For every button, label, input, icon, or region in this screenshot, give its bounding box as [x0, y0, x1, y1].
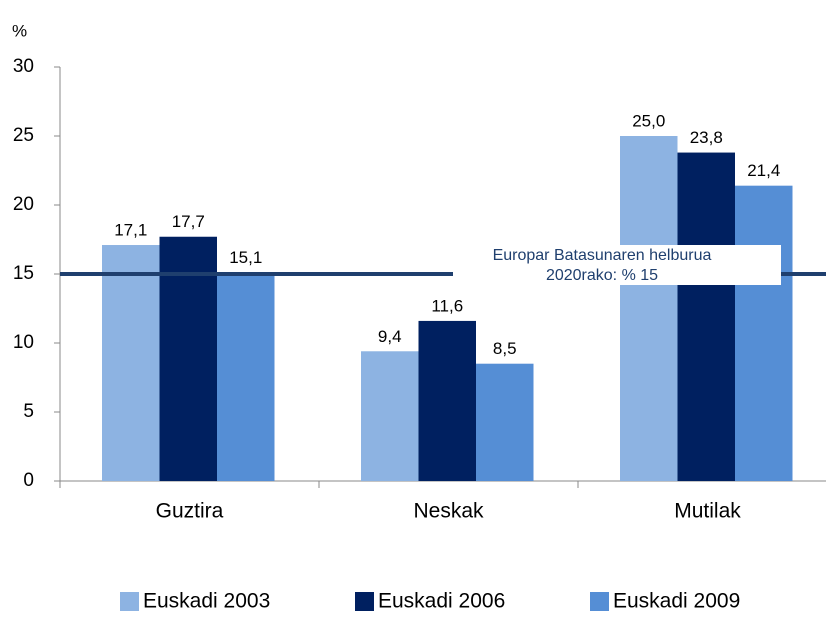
y-tick-label: 25: [13, 125, 34, 146]
x-tick-label: Guztira: [156, 500, 224, 523]
bar: [361, 351, 419, 481]
y-axis-label: %: [12, 21, 27, 40]
legend-label: Euskadi 2003: [143, 590, 270, 613]
value-label: 17,1: [114, 221, 147, 240]
value-label: 9,4: [378, 327, 402, 346]
bar: [735, 185, 793, 481]
y-tick-label: 20: [13, 194, 34, 215]
annotation: Europar Batasunaren helburua: [493, 247, 712, 264]
y-tick-label: 5: [23, 401, 34, 422]
y-tick-label: 30: [13, 56, 34, 77]
y-tick-label: 10: [13, 332, 34, 353]
value-label: 23,8: [690, 128, 723, 147]
legend-swatch: [590, 592, 609, 611]
bar: [476, 363, 534, 481]
y-tick-label: 0: [23, 470, 34, 491]
bar: [677, 152, 735, 481]
value-label: 17,7: [172, 212, 205, 231]
x-tick-label: Mutilak: [674, 500, 741, 523]
legend-swatch: [120, 592, 139, 611]
annotation: 2020rako: % 15: [546, 267, 658, 284]
x-tick-label: Neskak: [413, 500, 484, 523]
value-label: 11,6: [431, 296, 463, 315]
bar: [102, 245, 160, 481]
legend-label: Euskadi 2009: [613, 590, 740, 613]
annotation-box: [453, 245, 781, 285]
value-label: 21,4: [747, 161, 780, 180]
value-label: 15,1: [229, 248, 262, 267]
bar: [418, 320, 476, 481]
bar: [217, 272, 275, 481]
legend-label: Euskadi 2006: [378, 590, 505, 613]
y-tick-label: 15: [13, 263, 34, 284]
legend-swatch: [355, 592, 374, 611]
bar: [159, 236, 217, 481]
bar: [620, 136, 678, 481]
value-label: 8,5: [493, 339, 517, 358]
value-label: 25,0: [632, 111, 665, 130]
